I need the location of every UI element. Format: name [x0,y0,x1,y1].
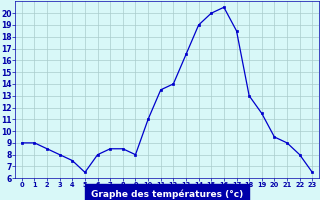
X-axis label: Graphe des températures (°c): Graphe des températures (°c) [91,189,243,199]
